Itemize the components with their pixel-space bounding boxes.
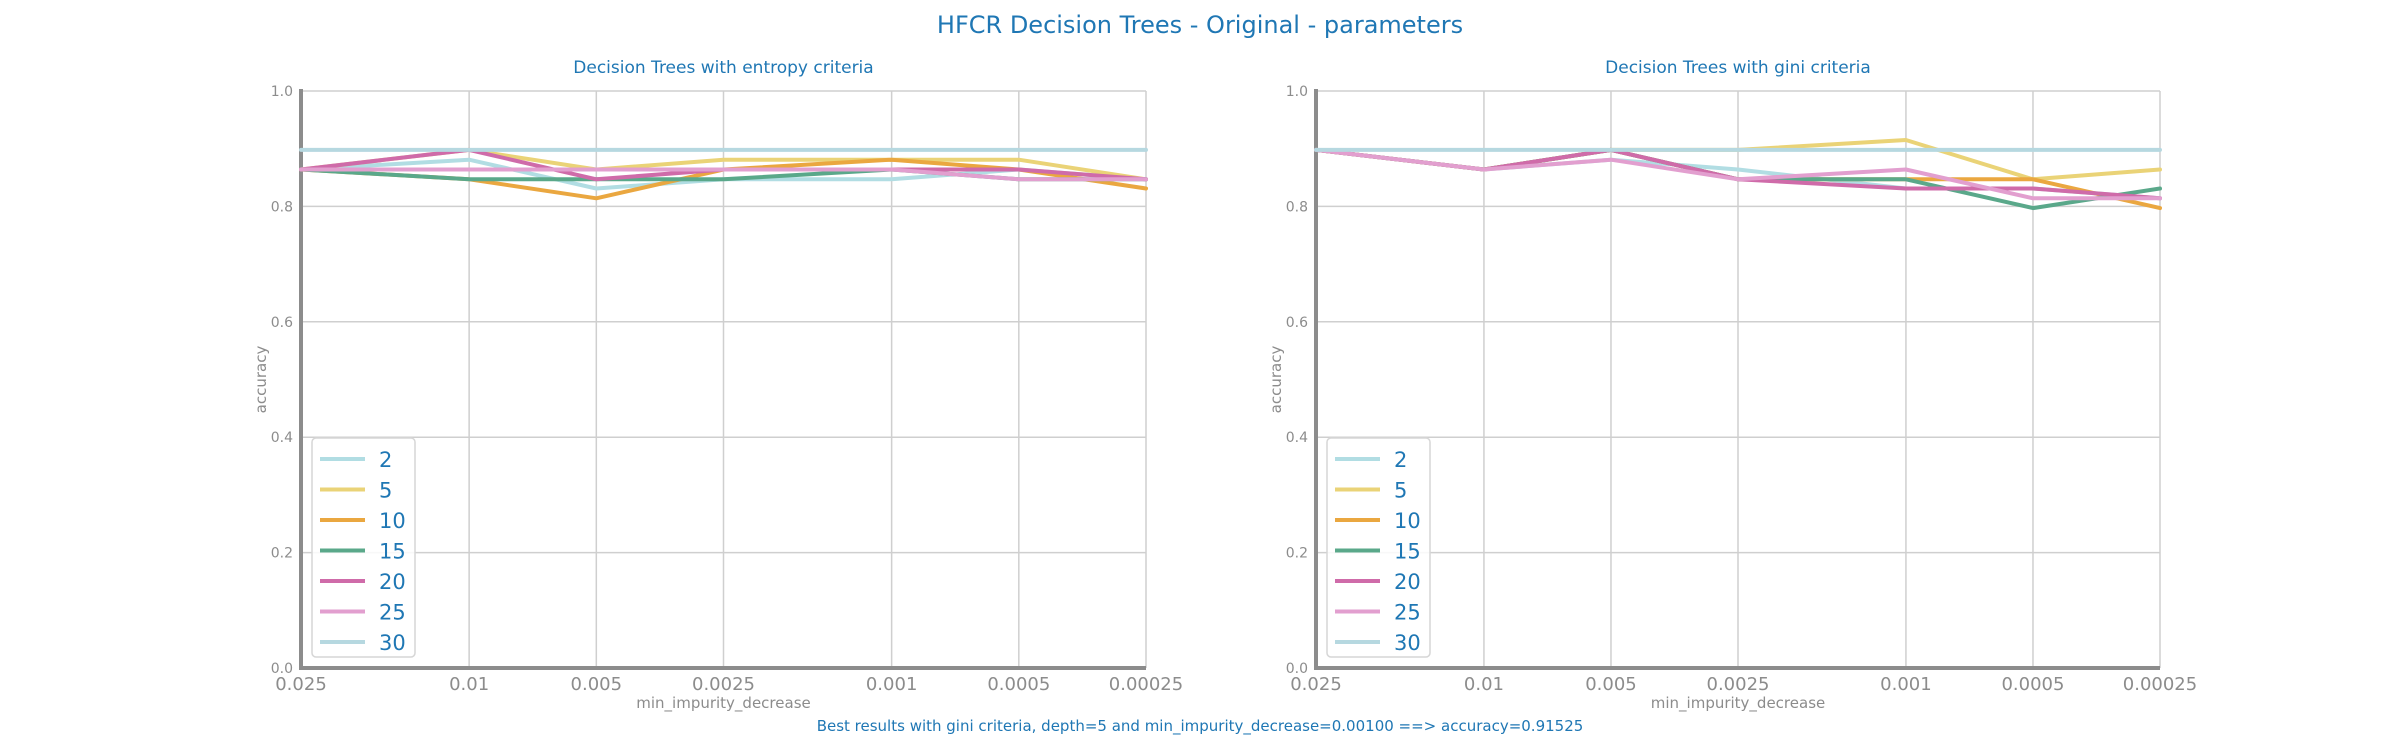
legend-label-10: 10 (1394, 509, 1421, 533)
legend-label-30: 30 (379, 631, 406, 655)
y-tick-label: 1.0 (271, 84, 293, 100)
x-tick-label: 0.0005 (2001, 674, 2064, 695)
legend-label-25: 25 (1394, 601, 1421, 625)
x-tick-label: 0.005 (1585, 674, 1637, 695)
y-tick-label: 0.8 (271, 199, 293, 215)
y-tick-label: 0.0 (271, 661, 293, 677)
x-tick-label: 0.025 (1290, 674, 1342, 695)
y-axis-label: accuracy (252, 346, 270, 414)
x-tick-label: 0.001 (866, 674, 918, 695)
series-line-25 (1314, 147, 2162, 201)
legend-label-25: 25 (379, 601, 406, 625)
y-tick-label: 0.4 (271, 430, 293, 446)
y-tick-label: 0.0 (1286, 661, 1308, 677)
y-tick-label: 1.0 (1286, 84, 1308, 100)
gini-chart-panel: 0.0 0.2 0.4 0.6 0.8 1.0 0.025 0.01 0.005 0.0025 0.… (1267, 58, 2197, 713)
x-tick-label: 0.005 (571, 674, 623, 695)
y-tick-label: 0.6 (1286, 315, 1308, 331)
best-result-caption: Best results with gini criteria, depth=5… (817, 717, 1584, 736)
x-tick-label: 0.0025 (1707, 674, 1770, 695)
x-tick-label: 0.01 (449, 674, 489, 695)
legend-label-20: 20 (1394, 570, 1421, 594)
x-axis-label: min_impurity_decrease (636, 694, 811, 713)
chart-title: Decision Trees with gini criteria (1605, 58, 1871, 78)
y-tick-label: 0.4 (1286, 430, 1308, 446)
legend-label-2: 2 (1394, 448, 1407, 472)
legend-label-15: 15 (1394, 540, 1421, 564)
legend-label-30: 30 (1394, 631, 1421, 655)
series-line-25 (299, 167, 1148, 182)
figure-suptitle: HFCR Decision Trees - Original - paramet… (937, 11, 1463, 39)
y-tick-label: 0.2 (1286, 546, 1308, 562)
x-axis-label: min_impurity_decrease (1651, 694, 1826, 713)
chart-title: Decision Trees with entropy criteria (573, 58, 873, 78)
x-tick-label: 0.0025 (692, 674, 755, 695)
y-tick-label: 0.6 (271, 315, 293, 331)
y-axis-label: accuracy (1267, 346, 1285, 414)
x-tick-label: 0.00025 (2123, 674, 2197, 695)
entropy-chart-panel: 0.0 0.2 0.4 0.6 0.8 1.0 0.025 0.01 0.005 0.0025 0.… (252, 58, 1183, 713)
legend-label-15: 15 (379, 540, 406, 564)
legend-label-5: 5 (1394, 479, 1407, 503)
x-tick-label: 0.001 (1880, 674, 1932, 695)
y-tick-label: 0.8 (1286, 199, 1308, 215)
legend-box (1326, 437, 1431, 658)
y-tick-label: 0.2 (271, 546, 293, 562)
legend-label-10: 10 (379, 509, 406, 533)
x-tick-label: 0.025 (275, 674, 327, 695)
x-tick-label: 0.01 (1464, 674, 1504, 695)
x-tick-label: 0.0005 (987, 674, 1050, 695)
legend-label-5: 5 (379, 479, 392, 503)
legend-label-2: 2 (379, 448, 392, 472)
legend-label-20: 20 (379, 570, 406, 594)
x-tick-label: 0.00025 (1109, 674, 1183, 695)
legend-box (311, 437, 416, 658)
